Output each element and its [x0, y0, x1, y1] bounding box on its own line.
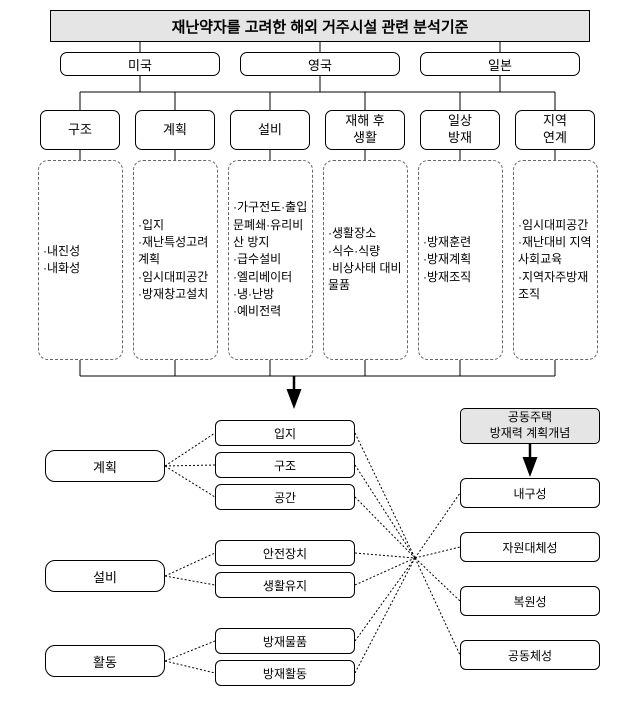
- items-box-1: ·입지 ·재난특성고려 계획 ·임시대피공간 ·방재창고설치: [133, 160, 218, 360]
- br-box-2: 복원성: [460, 586, 600, 616]
- category-label: 지역 연계: [543, 113, 567, 147]
- bl-main-label: 설비: [93, 567, 117, 586]
- country-label: 미국: [128, 55, 152, 74]
- item: ·예비전력: [233, 303, 308, 320]
- category-label: 재해 후 생활: [345, 113, 385, 147]
- bl-main-1: 설비: [45, 560, 165, 592]
- bl-sub-3: 안전장치: [215, 540, 355, 566]
- country-label: 영국: [308, 55, 332, 74]
- item: ·냉·난방: [233, 286, 308, 303]
- country-box-0: 미국: [60, 52, 220, 76]
- item: ·지역자주방재조직: [518, 269, 593, 304]
- bl-sub-label: 방재활동: [263, 665, 307, 682]
- item: ·재난대비 지역사회교육: [518, 234, 593, 269]
- item: ·임시대피공간: [138, 269, 213, 286]
- items-box-2: ·가구전도·출입문폐쇄·유리비산 방지 ·급수설비 ·엘리베이터 ·냉·난방 ·…: [228, 160, 313, 360]
- item: ·식수·식량: [328, 243, 403, 260]
- bl-sub-1: 구조: [215, 452, 355, 478]
- item: ·비상사태 대비 물품: [328, 260, 403, 295]
- bl-sub-4: 생활유지: [215, 572, 355, 598]
- bl-sub-label: 입지: [274, 425, 296, 442]
- item: ·급수설비: [233, 251, 308, 268]
- item: ·내진성: [43, 243, 118, 260]
- category-label: 일상 방재: [448, 113, 472, 147]
- category-box-0: 구조: [40, 110, 120, 150]
- category-label: 구조: [68, 122, 92, 139]
- item: ·가구전도·출입문폐쇄·유리비산 방지: [233, 199, 308, 251]
- category-label: 계획: [163, 122, 187, 139]
- items-box-3: ·생활장소 ·식수·식량 ·비상사태 대비 물품: [323, 160, 408, 360]
- bl-sub-5: 방재물품: [215, 628, 355, 654]
- country-label: 일본: [488, 55, 512, 74]
- br-label: 복원성: [513, 593, 546, 610]
- item: ·입지: [138, 217, 213, 234]
- br-label: 내구성: [513, 485, 546, 502]
- bl-sub-label: 공간: [274, 489, 296, 506]
- br-label: 공동체성: [508, 647, 552, 664]
- country-box-1: 영국: [240, 52, 400, 76]
- item: ·임시대피공간: [518, 217, 593, 234]
- country-box-2: 일본: [420, 52, 580, 76]
- category-box-3: 재해 후 생활: [325, 110, 405, 150]
- items-box-0: ·내진성 ·내화성: [38, 160, 123, 360]
- items-box-5: ·임시대피공간 ·재난대비 지역사회교육 ·지역자주방재조직: [513, 160, 598, 360]
- item: ·생활장소: [328, 225, 403, 242]
- bl-sub-2: 공간: [215, 484, 355, 510]
- bl-sub-label: 방재물품: [263, 633, 307, 650]
- item: ·엘리베이터: [233, 269, 308, 286]
- bl-main-2: 활동: [45, 645, 165, 677]
- concept-label: 공동주택 방재력 계획개념: [490, 410, 571, 441]
- item: ·방재계획: [423, 251, 498, 268]
- concept-box: 공동주택 방재력 계획개념: [460, 408, 600, 444]
- category-box-5: 지역 연계: [515, 110, 595, 150]
- diagram-title: 재난약자를 고려한 해외 거주시설 관련 분석기준: [50, 10, 590, 42]
- category-box-1: 계획: [135, 110, 215, 150]
- category-box-4: 일상 방재: [420, 110, 500, 150]
- bl-sub-6: 방재활동: [215, 660, 355, 686]
- bl-sub-0: 입지: [215, 420, 355, 446]
- category-label: 설비: [258, 122, 282, 139]
- br-box-3: 공동체성: [460, 640, 600, 670]
- item: ·방재창고설치: [138, 286, 213, 303]
- bl-sub-label: 구조: [274, 457, 296, 474]
- bl-main-label: 활동: [93, 652, 117, 671]
- items-box-4: ·방재훈련 ·방재계획 ·방재조직: [418, 160, 503, 360]
- br-label: 자원대체성: [502, 539, 557, 556]
- title-text: 재난약자를 고려한 해외 거주시설 관련 분석기준: [172, 16, 469, 37]
- item: ·방재훈련: [423, 234, 498, 251]
- br-box-0: 내구성: [460, 478, 600, 508]
- item: ·방재조직: [423, 269, 498, 286]
- bl-sub-label: 안전장치: [263, 545, 307, 562]
- br-box-1: 자원대체성: [460, 532, 600, 562]
- item: ·재난특성고려 계획: [138, 234, 213, 269]
- category-box-2: 설비: [230, 110, 310, 150]
- bl-main-label: 계획: [93, 457, 117, 476]
- bl-sub-label: 생활유지: [263, 577, 307, 594]
- bl-main-0: 계획: [45, 450, 165, 482]
- item: ·내화성: [43, 260, 118, 277]
